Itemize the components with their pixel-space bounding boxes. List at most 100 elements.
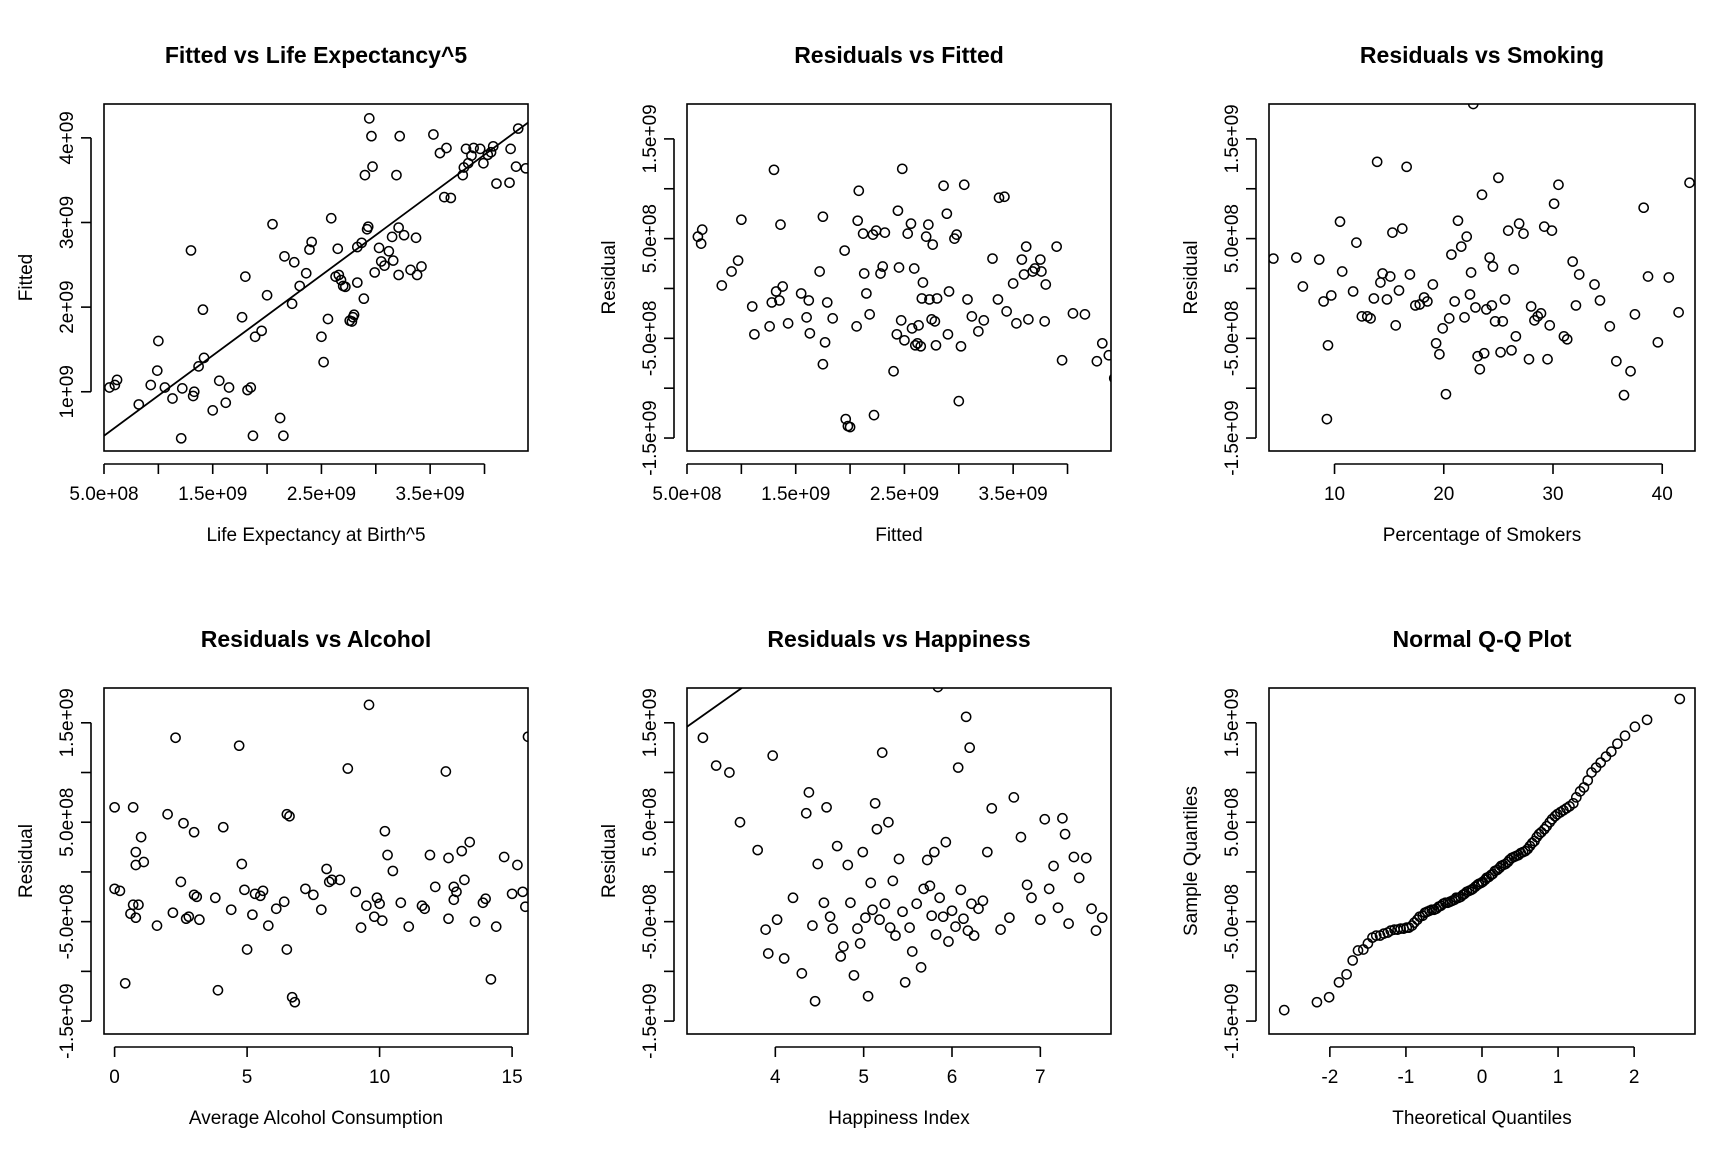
data-point (1446, 249, 1457, 260)
data-point (279, 250, 290, 262)
data-point (852, 923, 863, 934)
data-point (198, 352, 210, 364)
data-point (194, 914, 205, 926)
data-point (857, 846, 869, 858)
data-point (1040, 279, 1052, 290)
data-point (510, 161, 522, 172)
data-point (395, 897, 407, 909)
data-point (1068, 851, 1080, 863)
data-point (1057, 812, 1068, 824)
data-point (1443, 313, 1455, 324)
x-tick-label: 1.5e+09 (761, 484, 830, 505)
y-tick-label: 1.5e+09 (57, 688, 78, 757)
data-point (941, 208, 953, 220)
data-point (247, 909, 258, 921)
x-tick-label: 3.5e+09 (396, 484, 465, 505)
data-point (1325, 290, 1337, 301)
data-point (1535, 308, 1547, 319)
data-point (1371, 156, 1383, 168)
data-point (1352, 945, 1364, 956)
x-tick-label: 4 (770, 1067, 781, 1088)
data-point (278, 430, 289, 442)
data-point (441, 142, 452, 154)
data-point (1387, 227, 1398, 238)
data-point (840, 413, 852, 425)
data-point (289, 996, 301, 1008)
data-point (871, 823, 883, 835)
x-tick-label: 5 (858, 1067, 869, 1088)
panel-6: Normal Q-Q Plot -2 -1 0 1 2 Theoretical Quanti… (1181, 626, 1696, 1129)
data-point (225, 904, 237, 916)
data-point (918, 883, 930, 895)
data-point (1021, 879, 1033, 891)
data-point (491, 178, 502, 189)
data-point (897, 906, 908, 918)
data-point (188, 889, 200, 901)
data-point (917, 277, 929, 288)
data-point (1642, 271, 1654, 282)
data-point (1652, 336, 1664, 348)
x-tick-label: 7 (1035, 1067, 1046, 1088)
data-point (835, 951, 847, 962)
data-point (1079, 309, 1091, 320)
data-point (1605, 746, 1617, 757)
data-point (958, 179, 970, 191)
data-point (522, 731, 528, 743)
data-point (356, 237, 368, 249)
data-point (934, 892, 945, 904)
data-point (340, 281, 351, 293)
data-point (916, 293, 928, 304)
data-point (912, 337, 923, 349)
panel-2: Residuals vs Fitted 5.0e+08 1.5e+09 2.5e+09… (599, 42, 1112, 546)
data-point (938, 180, 949, 192)
data-point (845, 897, 856, 909)
y-tick-label: 1e+09 (57, 365, 78, 418)
data-point (796, 968, 808, 979)
data-point (817, 211, 829, 223)
data-point (153, 335, 164, 347)
data-point (716, 280, 728, 291)
data-point (1422, 296, 1433, 307)
data-layer (687, 688, 1108, 1007)
y-tick-label: 5.0e+08 (640, 788, 661, 857)
data-point (749, 328, 760, 340)
data-point (1663, 272, 1675, 283)
data-point (1313, 254, 1325, 265)
data-point (239, 884, 250, 896)
data-point (1430, 337, 1442, 349)
data-point (185, 245, 197, 256)
y-tick-label: -5.0e+08 (640, 884, 661, 960)
plot-frame (686, 687, 1112, 1035)
data-point (323, 876, 335, 888)
data-point (188, 826, 200, 838)
data-point (867, 904, 878, 916)
chart-title: Residuals vs Fitted (794, 42, 1004, 68)
data-point (1611, 355, 1622, 367)
data-point (766, 297, 778, 308)
data-point (893, 262, 905, 273)
data-point (1318, 296, 1329, 307)
data-point (346, 316, 358, 327)
chart-title: Residuals vs Smoking (1360, 42, 1604, 68)
data-point (1570, 300, 1582, 311)
data-point (281, 944, 293, 955)
data-point (696, 224, 708, 235)
data-point (931, 293, 943, 304)
data-point (1497, 316, 1509, 327)
data-point (858, 268, 870, 279)
x-tick-label: -1 (1397, 1067, 1414, 1088)
y-axis-label: Residual (1181, 241, 1202, 315)
data-point (771, 914, 783, 926)
data-point (921, 854, 933, 866)
data-point (114, 885, 126, 897)
data-point (373, 242, 385, 254)
data-point (1573, 269, 1585, 280)
data-point (197, 304, 209, 316)
data-point (1336, 266, 1348, 277)
data-point (245, 382, 257, 393)
data-point (1427, 279, 1439, 290)
data-point (770, 286, 782, 297)
data-point (262, 920, 274, 931)
data-point (992, 294, 1004, 305)
x-tick-label: 2.5e+09 (287, 484, 356, 505)
